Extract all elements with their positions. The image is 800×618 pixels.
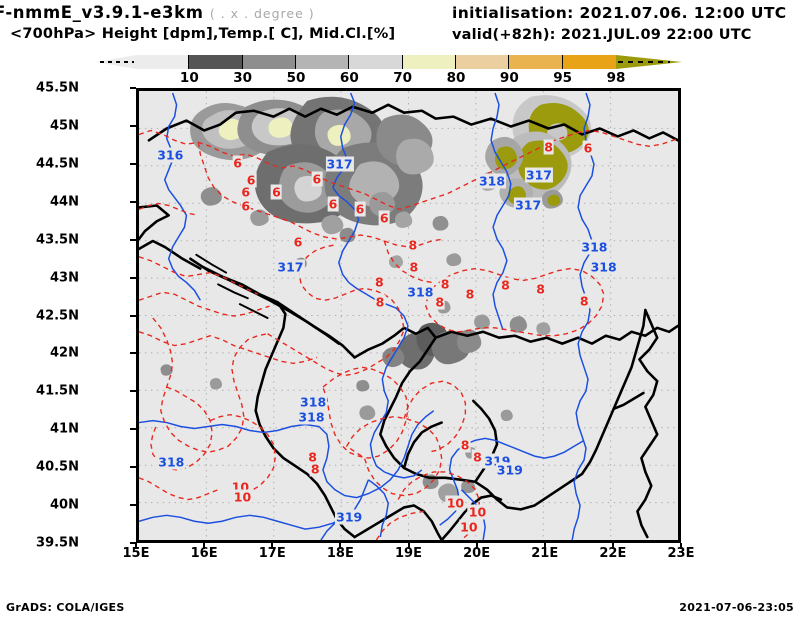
colorbar-tick-label: 95 <box>553 70 573 86</box>
y-axis-tick-mark <box>130 276 136 279</box>
y-axis-tick-label: 44N <box>50 194 79 210</box>
colorbar-tick-label: 50 <box>286 70 306 86</box>
y-axis-tick-label: 41N <box>50 421 79 437</box>
initialisation-time: initialisation: 2021.07.06. 12:00 UTC <box>452 4 787 22</box>
y-axis-tick-mark <box>130 162 136 165</box>
x-axis-tick-label: 23E <box>667 546 695 561</box>
x-axis-tick-label: 21E <box>531 546 559 561</box>
x-axis-tick-label: 19E <box>395 546 422 561</box>
colorbar-tick-label: 90 <box>499 70 519 86</box>
colorbar-extend-low-dashes <box>100 61 134 63</box>
x-axis-tick-mark <box>203 543 206 549</box>
colorbar-segment <box>242 55 296 69</box>
colorbar-extend-high-dashes <box>618 61 670 63</box>
x-axis-tick-label: 18E <box>326 546 354 561</box>
colorbar-segment <box>189 55 243 69</box>
x-axis-tick-label: 17E <box>258 546 286 561</box>
y-axis-tick-mark <box>130 200 136 203</box>
y-axis-tick-label: 41.5N <box>36 383 79 399</box>
y-axis-tick-label: 42.5N <box>36 308 79 323</box>
y-axis-tick-mark <box>130 314 136 317</box>
colorbar-tick-label: 60 <box>339 70 359 86</box>
y-axis-tick-mark <box>130 124 136 127</box>
cloud-cover-shading <box>160 95 592 503</box>
y-axis-tick-mark <box>130 87 136 89</box>
x-axis-tick-label: 16E <box>190 546 218 561</box>
y-axis-tick-label: 43N <box>50 270 79 286</box>
colorbar-segment <box>456 55 510 69</box>
map-canvas <box>139 91 678 540</box>
y-axis-tick-label: 44.5N <box>36 156 79 172</box>
y-axis-tick-mark <box>130 504 136 507</box>
x-axis-tick-mark <box>611 543 614 549</box>
colorbar-tick-label: 98 <box>606 70 626 86</box>
x-axis-tick-mark <box>475 543 478 549</box>
colorbar-segment <box>136 55 190 69</box>
colorbar-segment <box>296 55 350 69</box>
map-plot-area: 316 317 317 317 317 318 318 318 318 318 318 318 319 3… <box>136 88 681 543</box>
colorbar-segment <box>562 55 616 69</box>
colorbar-segment <box>402 55 456 69</box>
model-title: F-nmmE_v3.9.1-e3km ( . x . degree ) <box>0 3 315 22</box>
colorbar-tick-label: 70 <box>393 70 413 86</box>
colorbar-tick-label: 80 <box>446 70 466 86</box>
y-axis-tick-label: 40.5N <box>36 459 79 475</box>
colorbar-segment <box>509 55 563 69</box>
x-axis-tick-label: 22E <box>599 546 627 561</box>
grid-lines <box>139 91 678 540</box>
x-axis-tick-label: 15E <box>122 546 150 561</box>
temperature-contours <box>139 129 678 540</box>
y-axis-tick-label: 39.5N <box>36 535 79 551</box>
y-axis-tick-label: 45.5N <box>36 80 79 96</box>
y-axis-tick-mark <box>130 390 136 393</box>
y-axis-tick-mark <box>130 352 136 355</box>
y-axis-tick-label: 45N <box>50 118 79 134</box>
colorbar-tick-label: 10 <box>179 70 199 86</box>
valid-time: valid(+82h): 2021.JUL.09 22:00 UTC <box>452 27 752 43</box>
footer-credit: GrADS: COLA/IGES <box>6 601 125 614</box>
x-axis-tick-mark <box>135 543 137 549</box>
colorbar-tick-label: 30 <box>233 70 253 86</box>
y-axis-tick-mark <box>130 542 136 544</box>
y-axis-tick-label: 40N <box>50 497 79 513</box>
model-subtitle: ( . x . degree ) <box>209 6 315 21</box>
field-description: <700hPa> Height [dpm],Temp.[ C], Mid.Cl.… <box>10 26 396 42</box>
y-axis-tick-label: 42N <box>50 345 79 361</box>
x-axis-tick-mark <box>680 543 682 549</box>
colorbar-segment <box>349 55 403 69</box>
x-axis-tick-mark <box>543 543 546 549</box>
footer-timestamp: 2021-07-06-23:05 <box>679 601 794 614</box>
x-axis-tick-label: 20E <box>463 546 491 561</box>
x-axis-tick-mark <box>407 543 410 549</box>
y-axis-tick-mark <box>130 238 136 241</box>
y-axis-tick-mark <box>130 466 136 469</box>
x-axis-tick-mark <box>339 543 342 549</box>
y-axis-tick-label: 43.5N <box>36 232 79 248</box>
x-axis-tick-mark <box>271 543 274 549</box>
y-axis-tick-mark <box>130 428 136 431</box>
model-title-text: F-nmmE_v3.9.1-e3km <box>0 3 204 22</box>
colorbar <box>96 55 682 69</box>
